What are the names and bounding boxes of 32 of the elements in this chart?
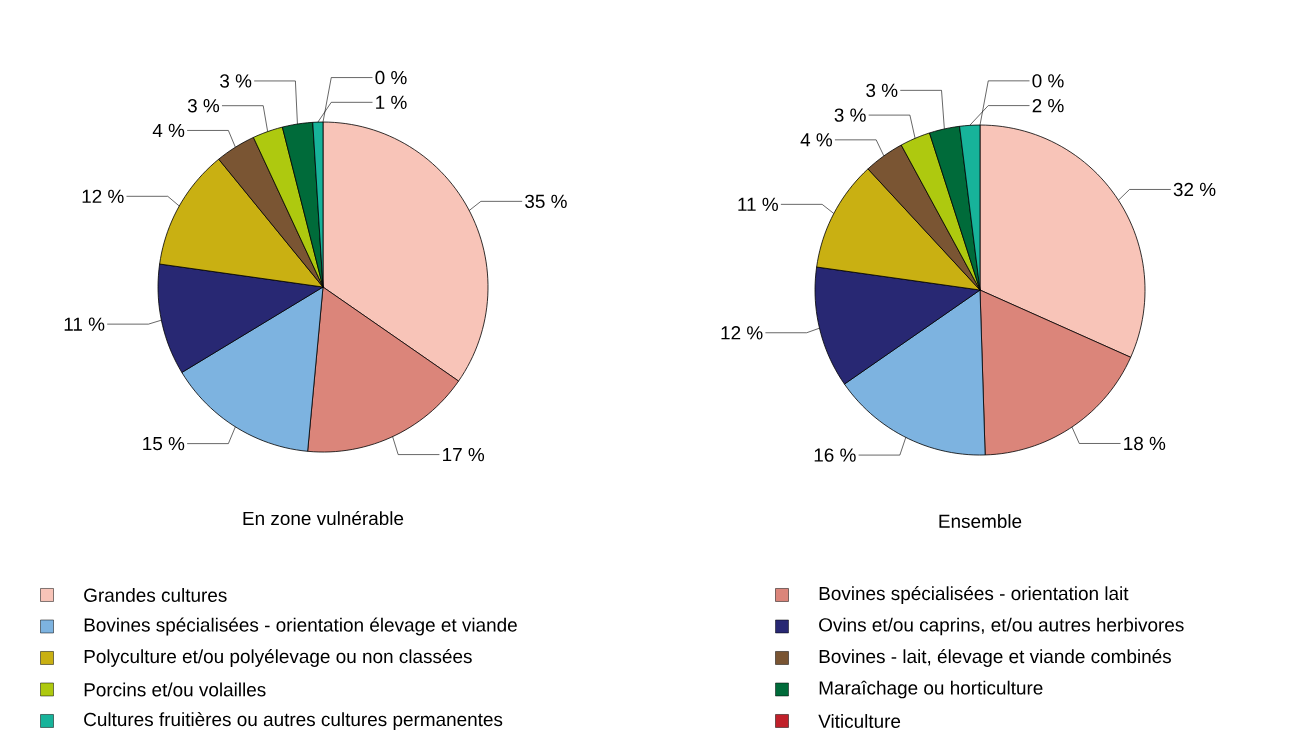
data-label: 18 % [1124,436,1166,451]
data-label: 35 % [525,194,567,209]
data-label: 12 % [82,189,124,203]
legend-label: Bovines spécialisées - orientation lait [819,586,1129,604]
text: En zone vulnérable [243,510,404,526]
legend-label: Ovins et/ou caprins, et/ou autres herbivores [819,617,1184,636]
legend-label: Cultures fruitières ou autres cultures permanentes [84,712,503,730]
legend-label: Bovines - lait, élevage et viande combinés [819,649,1171,667]
text: 0 % [1032,74,1064,88]
legend-label: Viticulture [818,714,901,728]
legend-label: Bovines spécialisées - orientation élevage et viande [84,617,517,636]
data-label: 17 % [443,447,485,462]
data-label: 1 % [376,95,407,109]
data-label: 16 % [814,448,856,462]
legend-label: Maraîchage ou horticulture [819,680,1043,699]
data-label: 3 % [866,83,898,98]
data-label: 32 % [1173,182,1216,197]
data-label: 2 % [1032,98,1064,113]
data-label: 3 % [187,98,220,113]
data-label: 4 % [152,123,185,138]
text: 0 % [375,70,407,85]
data-label: 11 % [738,197,778,211]
legend-label: Porcins et/ou volailles [84,682,266,697]
text: Ensemble [939,514,1022,528]
data-label: 15 % [143,436,185,451]
data-label: 3 % [220,74,252,88]
data-label: 4 % [800,133,833,147]
legend-label: Grandes cultures [84,588,227,602]
data-label: 12 % [721,326,763,340]
data-label: 11 % [64,317,105,331]
data-label: 3 % [834,108,866,122]
legend-label: Polyculture et/ou polyélevage ou non classées [84,649,472,667]
